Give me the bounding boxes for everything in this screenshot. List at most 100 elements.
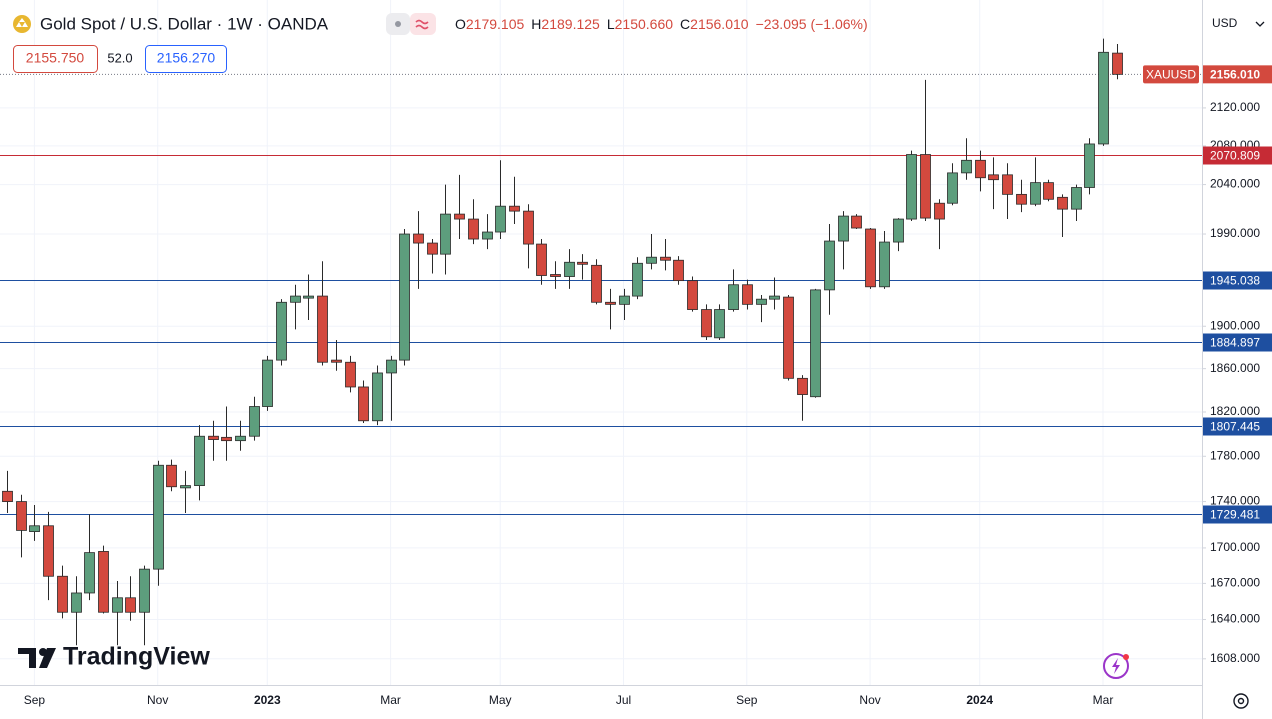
- spread: 52.0: [107, 50, 132, 65]
- candle-body: [523, 210, 534, 245]
- candle-body: [358, 386, 369, 422]
- y-tick-label: 1990.000: [1210, 226, 1260, 240]
- x-tick-label: 2024: [966, 693, 993, 707]
- candle-body: [619, 295, 630, 305]
- candle-body: [235, 435, 246, 442]
- legend-value: −23.095 (−1.06%): [756, 16, 868, 32]
- sell-button[interactable]: [13, 45, 98, 73]
- candle-body: [605, 301, 616, 305]
- candle-body: [756, 298, 767, 305]
- candle-body: [84, 552, 95, 594]
- settings-button[interactable]: [1233, 693, 1249, 709]
- price-label-box: [1203, 146, 1272, 165]
- legend-item: L2150.660: [607, 16, 673, 32]
- candle-body: [468, 218, 479, 240]
- candle-body: [646, 256, 657, 264]
- legend-value: 2150.660: [615, 16, 674, 32]
- candle-body: [208, 435, 219, 440]
- x-tick-label: Sep: [24, 693, 46, 707]
- legend-value: 2179.105: [466, 16, 525, 32]
- price-label: 1945.038: [1210, 274, 1260, 288]
- x-tick-label: Nov: [859, 693, 880, 707]
- candle-body: [824, 240, 835, 291]
- candle-body: [988, 174, 999, 181]
- candle-body: [947, 172, 958, 204]
- candle-body: [810, 289, 821, 398]
- price-label-box: [1203, 505, 1272, 524]
- y-tick-label: 1608.000: [1210, 651, 1260, 665]
- candle-body: [1043, 182, 1054, 200]
- candle-body: [139, 568, 150, 613]
- notification-dot: [1123, 654, 1129, 660]
- lightning-button[interactable]: [1103, 653, 1129, 679]
- candle-body: [440, 213, 451, 255]
- candle-body: [550, 274, 561, 277]
- legend-key: O: [455, 16, 466, 32]
- candle-body: [303, 295, 314, 299]
- legend-item: C2156.010: [680, 16, 749, 32]
- candle-body: [728, 284, 739, 310]
- candle-body: [564, 261, 575, 277]
- candle-body: [1002, 174, 1013, 195]
- legend-item: O2179.105: [455, 16, 524, 32]
- x-tick-label: Nov: [147, 693, 168, 707]
- candle-body: [577, 261, 588, 265]
- candle-body: [427, 242, 438, 255]
- candle-body: [16, 501, 27, 531]
- ohlc-legend: O2179.105 H2189.125 L2150.660 C2156.010 −23.…: [455, 16, 868, 32]
- price-axis: 1608.000 1640.000 1670.000 1700.000 1740.000…: [1202, 100, 1260, 665]
- candle-body: [1071, 187, 1082, 210]
- candle-body: [687, 280, 698, 310]
- x-tick-label: Sep: [736, 693, 758, 707]
- candle-body: [1098, 51, 1109, 145]
- watermark: TradingView: [63, 643, 210, 671]
- price-label: 2070.809: [1210, 149, 1260, 163]
- candle-body: [290, 295, 301, 303]
- candle-body: [701, 309, 712, 338]
- logo-mark: [18, 648, 36, 668]
- candle-body: [1112, 52, 1123, 75]
- horizontal-lines: [0, 73, 1202, 515]
- candle-body: [865, 228, 876, 288]
- y-tick-label: 1820.000: [1210, 404, 1260, 418]
- candle-body: [893, 218, 904, 243]
- candle-body: [632, 262, 643, 297]
- candle-body: [536, 243, 547, 276]
- x-tick-label: Mar: [380, 693, 401, 707]
- candle-body: [769, 295, 780, 300]
- candle-body: [180, 485, 191, 489]
- price-labels: 2070.809 1945.038 1884.897 1807.445 1729.481…: [1143, 65, 1272, 524]
- legend-value: 2189.125: [541, 16, 600, 32]
- settings-icon: [1233, 693, 1249, 709]
- x-tick-label: Mar: [1093, 693, 1114, 707]
- symbol-label: XAUUSD: [1146, 68, 1196, 82]
- currency-chevron: [1255, 21, 1265, 27]
- last-price-label: 2156.010: [1210, 68, 1260, 82]
- candle-body: [961, 159, 972, 174]
- legend-item: −23.095 (−1.06%): [756, 16, 868, 32]
- x-tick-label: 2023: [254, 693, 281, 707]
- candle-body: [372, 372, 383, 422]
- buy-price: 2156.270: [157, 50, 216, 66]
- candle-body: [153, 464, 164, 570]
- x-tick-label: Jul: [616, 693, 631, 707]
- candle-body: [482, 231, 493, 240]
- candle-body: [221, 436, 232, 442]
- candle-body: [386, 359, 397, 374]
- candle-body: [399, 233, 410, 361]
- candle-body: [495, 205, 506, 233]
- last-price-box: [1203, 65, 1272, 84]
- candle-body: [331, 359, 342, 363]
- currency[interactable]: USD: [1212, 16, 1238, 30]
- buy-button[interactable]: [145, 45, 227, 73]
- logo-mark: [39, 648, 56, 668]
- candle-body: [1057, 196, 1068, 210]
- candle-body: [166, 464, 177, 488]
- button[interactable]: [410, 13, 436, 35]
- candle-body: [345, 361, 356, 388]
- time-axis: Sep Nov 2023 Mar May Jul Sep Nov 2024 Mar: [24, 693, 1114, 707]
- candle-body: [742, 284, 753, 305]
- candle-body: [851, 215, 862, 229]
- candle-body: [112, 597, 123, 613]
